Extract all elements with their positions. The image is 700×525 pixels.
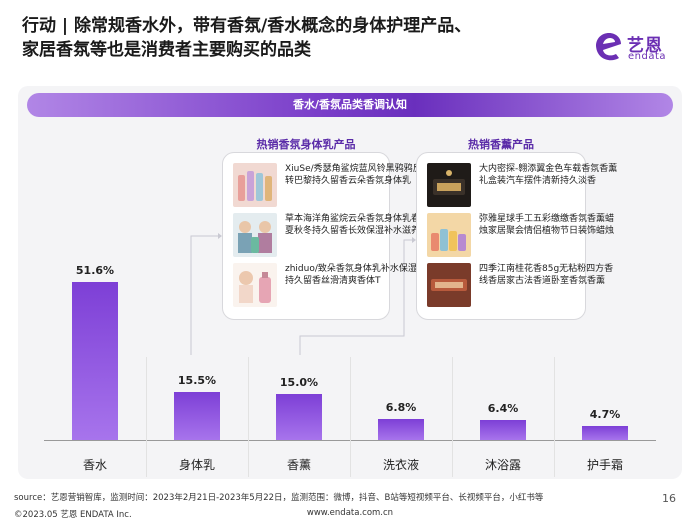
body-lotion-product-3-name: zhiduo/致朵香氛身体乳补水保湿持久留香丝滑清爽香体T bbox=[285, 264, 417, 286]
page-number: 16 bbox=[662, 492, 676, 505]
x-tick-label-shower-gel: 沐浴露 bbox=[484, 458, 521, 472]
endata-logo-icon bbox=[596, 33, 621, 61]
category-separator bbox=[452, 357, 453, 477]
category-separator bbox=[248, 357, 249, 477]
body-lotion-card-title: 热销香氛身体乳产品 bbox=[256, 138, 356, 151]
bar-hand-cream bbox=[582, 425, 628, 440]
home-fragrance-card-title: 热销香薰产品 bbox=[468, 138, 534, 151]
connector-body-lotion-arrow bbox=[218, 233, 222, 239]
footer-copyright: ©2023.05 艺恩 ENDATA Inc. bbox=[14, 510, 132, 520]
bar-value-label-laundry: 6.8% bbox=[385, 401, 417, 415]
home-fragrance-product-2: 弥雅星球手工五彩缴缴香氛香薰蜡烛家居聚会情侣植物节日装饰蜡烛 bbox=[427, 213, 617, 259]
bar-value-label-shower-gel: 6.4% bbox=[487, 402, 519, 416]
bar-value-label-hand-cream: 4.7% bbox=[589, 407, 621, 421]
headline-line-2: 家居香氛等也是消费者主要购买的品类 bbox=[22, 40, 311, 60]
category-separator bbox=[350, 357, 351, 477]
body-lotion-product-2: 草本海洋角鲨烷云朵香氛身体乳春夏秋冬持久留香长效保湿补水滋养 bbox=[233, 213, 423, 259]
connector-home-fragrance bbox=[299, 239, 412, 355]
home-fragrance-product-1-name: 大内密探-翱添翼金色车载香氛香薰礼盒装汽车摆件清新持久淡香 bbox=[479, 164, 618, 186]
product-image-lotion-models bbox=[233, 213, 277, 257]
home-fragrance-product-3: 四季江南桂花香85g无粘粉四方香线香居家古法香道卧室香氛香薰 bbox=[427, 263, 617, 309]
x-tick-label-perfume: 香水 bbox=[82, 458, 107, 472]
body-lotion-product-1-name: XiuSe/秀瑟角鲨烷蓝风铃黑鸦鸦反转巴黎持久留香云朵香氛身体乳 bbox=[285, 164, 422, 186]
home-fragrance-product-2-name: 弥雅星球手工五彩缴缴香氛香薰蜡烛家居聚会情侣植物节日装饰蜡烛 bbox=[479, 214, 615, 236]
bar-value-label-body-lotion: 15.5% bbox=[177, 374, 217, 388]
x-tick-label-body-lotion: 身体乳 bbox=[178, 458, 215, 472]
product-image-incense-box bbox=[427, 263, 471, 307]
x-tick-label-laundry: 洗衣液 bbox=[382, 458, 419, 472]
bar-laundry bbox=[378, 419, 424, 440]
home-fragrance-card: 大内密探-翱添翼金色车载香氛香薰礼盒装汽车摆件清新持久淡香 弥雅星球手工五彩缴缴… bbox=[416, 152, 617, 320]
body-lotion-product-3: zhiduo/致朵香氛身体乳补水保湿持久留香丝滑清爽香体T bbox=[233, 263, 423, 309]
body-lotion-product-1: XiuSe/秀瑟角鲨烷蓝风铃黑鸦鸦反转巴黎持久留香云朵香氛身体乳 bbox=[233, 163, 423, 209]
endata-logo: 艺恩 endata bbox=[592, 30, 692, 64]
bar-value-label-aroma: 15.0% bbox=[279, 375, 319, 389]
category-separator bbox=[554, 357, 555, 477]
product-image-car-diffuser bbox=[427, 163, 471, 207]
footer-url: www.endata.com.cn bbox=[306, 508, 394, 518]
home-fragrance-product-1: 大内密探-翱添翼金色车载香氛香薰礼盒装汽车摆件清新持久淡香 bbox=[427, 163, 617, 209]
home-fragrance-product-3-name: 四季江南桂花香85g无粘粉四方香线香居家古法香道卧室香氛香薰 bbox=[479, 264, 614, 286]
x-tick-label-hand-cream: 护手霜 bbox=[586, 458, 623, 472]
body-lotion-card: XiuSe/秀瑟角鲨烷蓝风铃黑鸦鸦反转巴黎持久留香云朵香氛身体乳 草本海洋角鲨烷… bbox=[222, 152, 422, 320]
product-image-lotion-bottle bbox=[233, 263, 277, 307]
page-headline: 行动 | 除常规香水外，带有香氛/香水概念的身体护理产品、 家居香氛等也是消费者… bbox=[22, 14, 582, 62]
connector-home-fragrance-arrow bbox=[412, 237, 416, 243]
bar-value-label-perfume: 51.6% bbox=[75, 263, 115, 277]
product-image-lotion-bottles bbox=[233, 163, 277, 207]
bar-aroma bbox=[276, 393, 322, 440]
x-tick-label-aroma: 香薰 bbox=[286, 458, 311, 472]
product-image-candles bbox=[427, 213, 471, 257]
bar-body-lotion bbox=[174, 392, 220, 440]
bar-shower-gel bbox=[480, 420, 526, 440]
connector-body-lotion bbox=[190, 235, 218, 355]
category-separator bbox=[146, 357, 147, 477]
headline-line-1: 行动 | 除常规香水外，带有香氛/香水概念的身体护理产品、 bbox=[22, 16, 472, 36]
section-banner: 香水/香氛品类香调认知 bbox=[27, 93, 673, 117]
bar-perfume bbox=[72, 281, 118, 440]
logo-en-text: endata bbox=[628, 51, 667, 62]
logo-cn-text: 艺恩 bbox=[627, 36, 663, 56]
body-lotion-product-2-name: 草本海洋角鲨烷云朵香氛身体乳春夏秋冬持久留香长效保湿补水滋养 bbox=[285, 214, 421, 236]
footer-source: source：艺恩营销智库，监测时间：2023年2月21日-2023年5月22日… bbox=[14, 493, 544, 503]
